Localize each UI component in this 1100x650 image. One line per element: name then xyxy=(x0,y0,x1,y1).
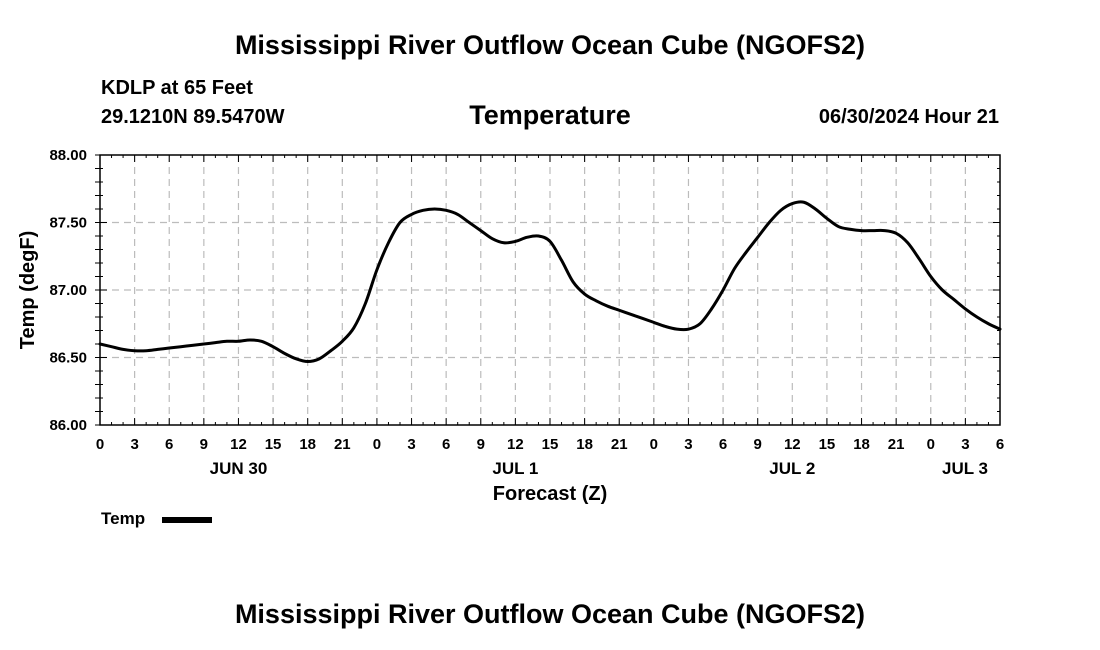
station-coordinates: 29.1210N 89.5470W xyxy=(101,106,285,128)
x-tick-label: 6 xyxy=(442,436,450,453)
series-layer xyxy=(98,200,1002,364)
x-tick-label: 12 xyxy=(507,436,524,453)
x-tick-label: 15 xyxy=(265,436,282,453)
temp-series-line xyxy=(98,200,1002,364)
y-tick-label: 86.50 xyxy=(49,350,87,367)
x-tick-label: 3 xyxy=(130,436,138,453)
date-label: JUL 3 xyxy=(942,459,988,478)
legend-label: Temp xyxy=(101,509,146,528)
date-label: JUL 1 xyxy=(492,459,538,478)
x-tick-label: 15 xyxy=(819,436,836,453)
x-tick-label: 21 xyxy=(888,436,905,453)
axis-labels: 0 3 6 9 12 15 18 21 0 3 6 9 12 15 18 21 0 3 6 9 12 15 18 21 0 3 6 8… xyxy=(17,147,1004,505)
plot-frame xyxy=(99,154,1001,426)
x-tick-label: 6 xyxy=(996,436,1004,453)
y-axis-title: Temp (degF) xyxy=(17,231,39,350)
x-axis-title: Forecast (Z) xyxy=(493,483,607,505)
x-tick-label: 3 xyxy=(961,436,969,453)
variable-title: Temperature xyxy=(469,100,631,130)
date-label: JUN 30 xyxy=(210,459,268,478)
x-tick-label: 21 xyxy=(334,436,351,453)
x-tick-label: 0 xyxy=(373,436,381,453)
x-tick-label: 0 xyxy=(927,436,935,453)
x-tick-label: 3 xyxy=(407,436,415,453)
footer-title: Mississippi River Outflow Ocean Cube (NG… xyxy=(234,599,866,629)
x-tick-label: 3 xyxy=(684,436,692,453)
x-tick-label: 6 xyxy=(165,436,173,453)
x-tick-label: 18 xyxy=(576,436,593,453)
y-tick-label: 87.50 xyxy=(49,215,87,232)
legend-line-swatch xyxy=(162,517,212,523)
x-tick-label: 15 xyxy=(542,436,559,453)
x-tick-label: 9 xyxy=(477,436,485,453)
station-label: KDLP at 65 Feet xyxy=(101,77,253,99)
x-tick-label: 9 xyxy=(754,436,762,453)
x-tick-label: 18 xyxy=(299,436,316,453)
x-tick-label: 18 xyxy=(853,436,870,453)
y-tick-label: 88.00 xyxy=(49,147,87,164)
x-tick-label: 12 xyxy=(230,436,247,453)
x-tick-label: 9 xyxy=(200,436,208,453)
x-tick-label: 0 xyxy=(96,436,104,453)
y-tick-label: 87.00 xyxy=(49,282,87,299)
main-title: Mississippi River Outflow Ocean Cube (NG… xyxy=(234,30,866,60)
x-tick-label: 0 xyxy=(650,436,658,453)
x-tick-label: 6 xyxy=(719,436,727,453)
x-tick-label: 21 xyxy=(611,436,628,453)
x-tick-label: 12 xyxy=(784,436,801,453)
forecast-datetime: 06/30/2024 Hour 21 xyxy=(818,106,999,128)
date-label: JUL 2 xyxy=(769,459,815,478)
grid-lines xyxy=(100,155,1000,425)
y-tick-label: 86.00 xyxy=(49,417,87,434)
